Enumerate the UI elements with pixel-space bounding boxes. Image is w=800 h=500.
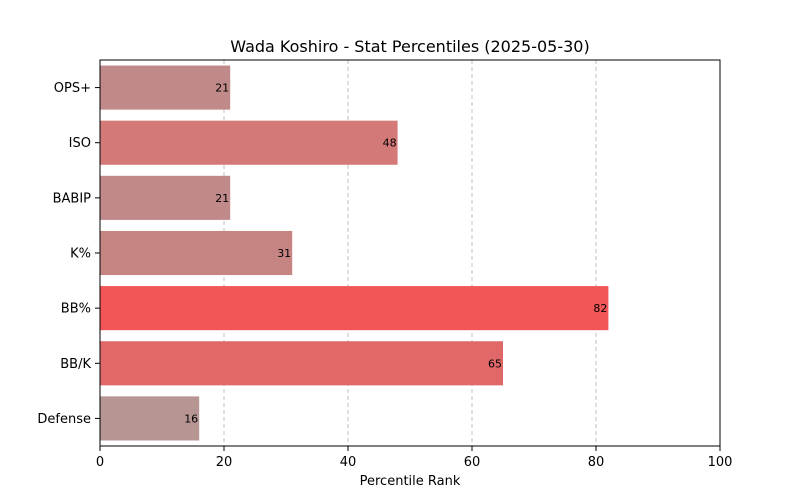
- bar-value-label: 31: [277, 247, 291, 260]
- bar-value-label: 16: [184, 412, 198, 425]
- bar-value-label: 21: [215, 192, 229, 205]
- bar: [100, 120, 398, 165]
- y-tick-label: ISO: [69, 136, 91, 151]
- y-tick-label: BB/K: [60, 357, 91, 372]
- bar-value-label: 65: [488, 357, 502, 370]
- bars: 21 48 21 31 82 65 16: [100, 65, 609, 441]
- axes: 0 20 40 60 80 100 OPS+ ISO BABIP K% BB% BB/K Defense: [37, 81, 732, 470]
- x-tick-label: 80: [588, 455, 605, 470]
- bar-value-label: 82: [593, 302, 607, 315]
- chart-title: Wada Koshiro - Stat Percentiles (2025-05…: [230, 37, 589, 56]
- bar: [100, 341, 503, 386]
- bar-value-label: 21: [215, 82, 229, 95]
- bar: [100, 396, 200, 441]
- y-tick-label: OPS+: [54, 81, 91, 96]
- x-tick-label: 20: [216, 455, 233, 470]
- y-tick-label: Defense: [37, 412, 91, 427]
- y-tick-label: K%: [70, 247, 91, 262]
- y-tick-label: BB%: [61, 302, 91, 317]
- y-tick-label: BABIP: [53, 191, 92, 206]
- x-tick-label: 40: [340, 455, 357, 470]
- bar: [100, 65, 231, 110]
- bar-value-label: 48: [383, 137, 397, 150]
- x-tick-label: 60: [464, 455, 481, 470]
- x-tick-label: 100: [708, 455, 733, 470]
- bar: [100, 175, 231, 220]
- bar: [100, 230, 293, 276]
- x-tick-label: 0: [96, 455, 104, 470]
- bar: [100, 286, 609, 331]
- x-axis-label: Percentile Rank: [360, 474, 461, 489]
